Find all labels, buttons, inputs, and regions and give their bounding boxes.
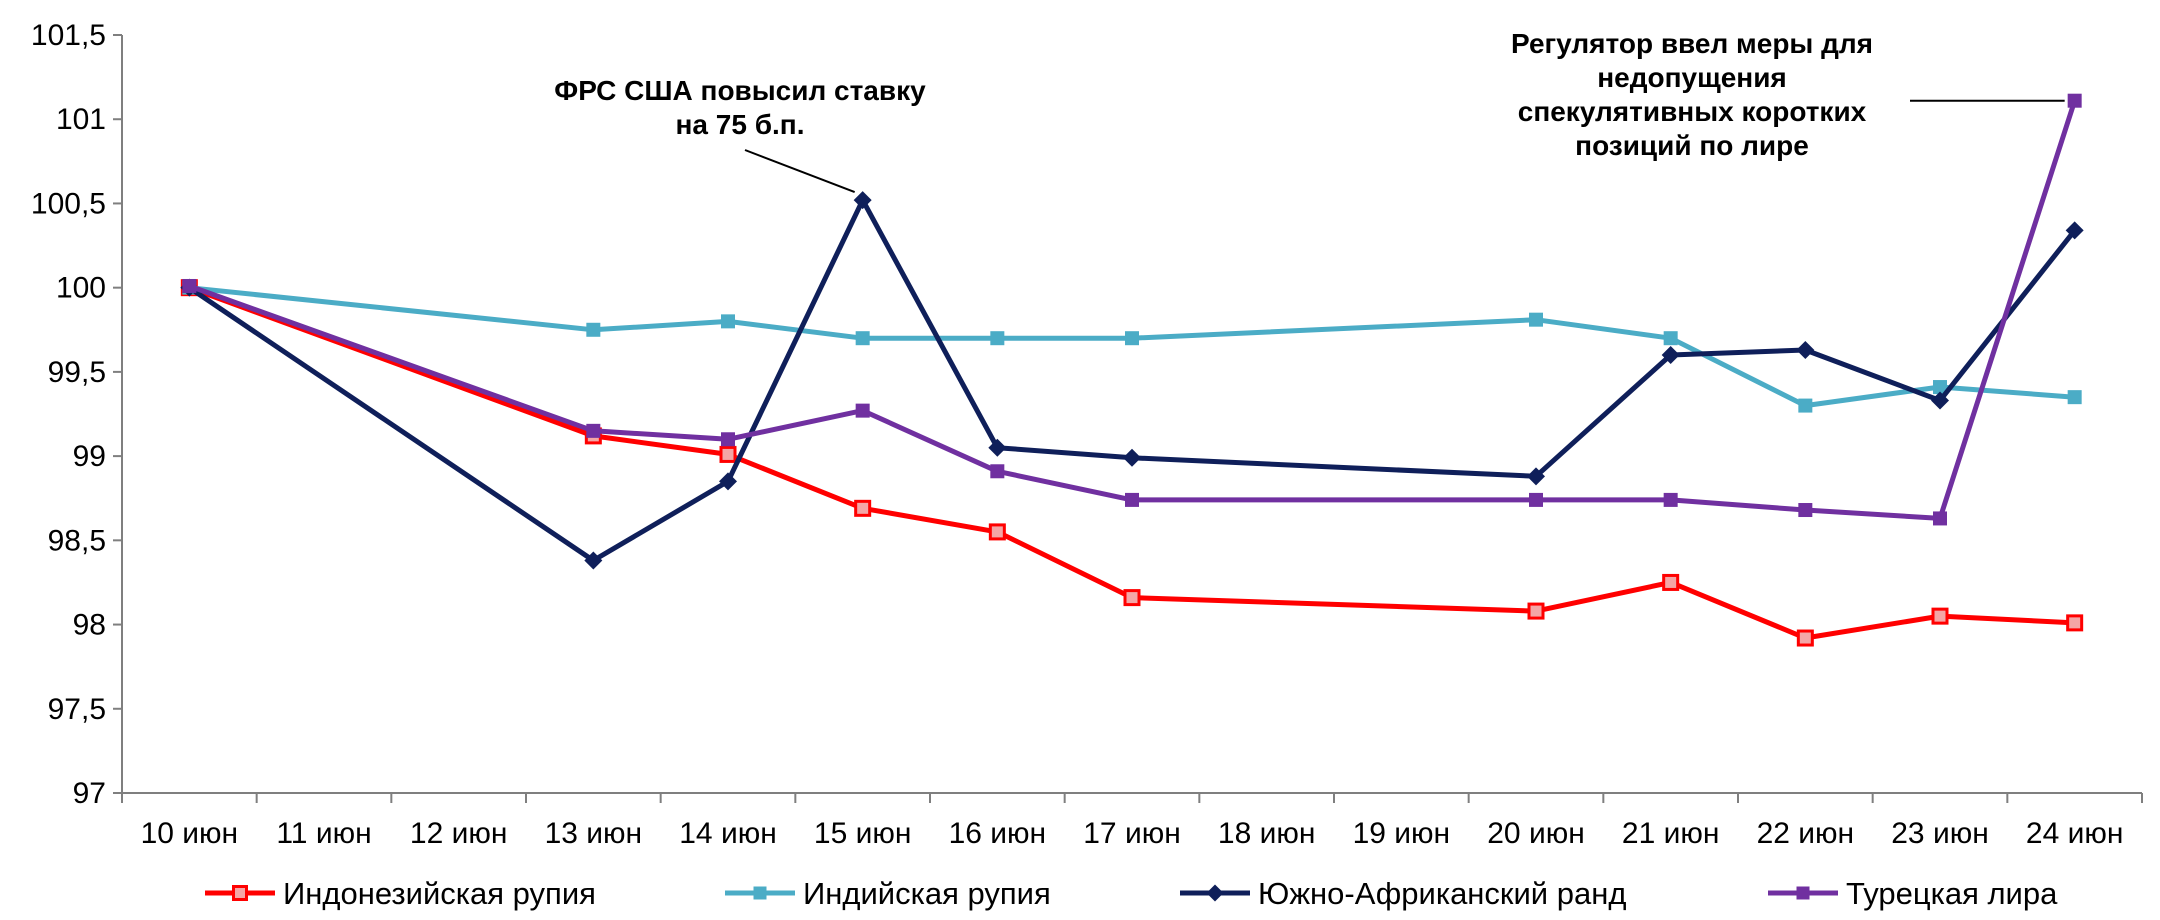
data-point xyxy=(990,331,1005,346)
x-tick-label: 11 июн xyxy=(276,817,371,850)
data-point xyxy=(1796,886,1810,900)
data-point xyxy=(1931,391,1949,410)
y-tick-label: 97 xyxy=(73,777,106,810)
data-point xyxy=(1529,312,1543,327)
annotation-text: ФРС США повысил ставку xyxy=(554,75,926,106)
series-group xyxy=(182,280,2082,413)
data-point xyxy=(1931,607,1949,625)
data-point xyxy=(1125,492,1139,507)
legend-label: Индонезийская рупия xyxy=(283,876,596,911)
data-point xyxy=(721,314,735,329)
x-tick-label: 14 июн xyxy=(679,817,777,850)
x-tick-label: 16 июн xyxy=(949,817,1047,850)
data-point xyxy=(182,278,197,293)
annotation-text: недопущения xyxy=(1597,62,1787,93)
x-tick-label: 13 июн xyxy=(545,817,643,850)
data-point xyxy=(1798,503,1813,518)
series-group xyxy=(180,191,2084,570)
y-tick-label: 101 xyxy=(56,103,106,136)
data-point xyxy=(1661,346,1680,365)
data-point xyxy=(584,551,603,570)
x-tick-label: 23 июн xyxy=(1891,817,1989,850)
legend-label: Южно-Африканский ранд xyxy=(1258,876,1626,911)
legend-label: Индийская рупия xyxy=(803,876,1051,911)
data-point xyxy=(1123,448,1141,467)
data-point xyxy=(853,191,872,210)
x-tick-label: 19 июн xyxy=(1353,817,1451,850)
series-layer xyxy=(180,93,2084,647)
data-point xyxy=(1798,398,1813,413)
data-point xyxy=(988,523,1006,541)
y-tick-label: 101,5 xyxy=(31,19,106,52)
series-group xyxy=(180,279,2084,647)
data-point xyxy=(1796,629,1814,647)
data-point xyxy=(753,886,767,900)
y-tick-label: 99 xyxy=(73,440,106,473)
annotation-text: на 75 б.п. xyxy=(676,109,805,140)
data-point xyxy=(2065,221,2084,240)
data-point xyxy=(1796,340,1815,359)
x-tick-label: 22 июн xyxy=(1757,817,1855,850)
data-point xyxy=(719,472,737,491)
legend-item: Индонезийская рупия xyxy=(205,876,596,911)
data-point xyxy=(1663,331,1678,346)
x-tick-label: 18 июн xyxy=(1218,817,1316,850)
data-point xyxy=(988,438,1007,457)
x-tick-label: 17 июн xyxy=(1083,817,1181,850)
legend-item: Турецкая лира xyxy=(1768,876,2058,911)
data-point xyxy=(721,432,735,447)
legend: Индонезийская рупия Индийская рупия Южно-А… xyxy=(205,876,2058,911)
series-group xyxy=(182,93,2082,526)
data-point xyxy=(854,499,872,517)
data-point xyxy=(855,331,870,346)
data-point xyxy=(1527,467,1545,486)
y-tick-label: 100,5 xyxy=(31,187,106,220)
annotation-text: спекулятивных коротких xyxy=(1518,96,1867,127)
data-point xyxy=(855,403,870,418)
data-point xyxy=(2067,390,2082,405)
x-tick-label: 12 июн xyxy=(410,817,508,850)
data-point xyxy=(719,445,737,463)
y-tick-label: 98,5 xyxy=(48,524,106,557)
x-tick-label: 24 июн xyxy=(2026,817,2124,850)
data-point xyxy=(990,464,1005,479)
axes: 97 97,5 98 98,5 99 99,5 100 100,5 101 101,5 10 июн… xyxy=(31,19,2143,850)
x-tick-label: 20 июн xyxy=(1487,817,1585,850)
data-point xyxy=(1125,331,1139,346)
data-point xyxy=(1933,511,1947,526)
data-point xyxy=(1663,492,1678,507)
x-tick-label: 21 июн xyxy=(1622,817,1720,850)
data-point xyxy=(1206,884,1224,902)
y-tick-label: 97,5 xyxy=(48,693,106,726)
y-tick-label: 100 xyxy=(56,272,106,305)
data-point xyxy=(2067,93,2082,108)
data-point xyxy=(1662,573,1680,591)
legend-label: Турецкая лира xyxy=(1846,876,2058,911)
annotation-leader-line xyxy=(744,149,856,194)
x-tick-label: 15 июн xyxy=(814,817,912,850)
annotation-text: позиций по лире xyxy=(1575,130,1809,161)
data-point xyxy=(586,322,601,337)
x-tick-label: 10 июн xyxy=(141,817,239,850)
y-tick-label: 99,5 xyxy=(48,356,106,389)
data-point xyxy=(1123,589,1141,607)
annotation-text: Регулятор ввел меры для xyxy=(1511,28,1873,59)
data-point xyxy=(1527,602,1545,620)
legend-item: Южно-Африканский ранд xyxy=(1180,876,1626,911)
data-point xyxy=(1529,492,1543,507)
data-point xyxy=(232,885,248,901)
data-point xyxy=(2066,614,2084,632)
data-point xyxy=(586,423,601,438)
legend-item: Индийская рупия xyxy=(725,876,1051,911)
y-tick-label: 98 xyxy=(73,609,106,642)
data-point xyxy=(1933,380,1947,395)
